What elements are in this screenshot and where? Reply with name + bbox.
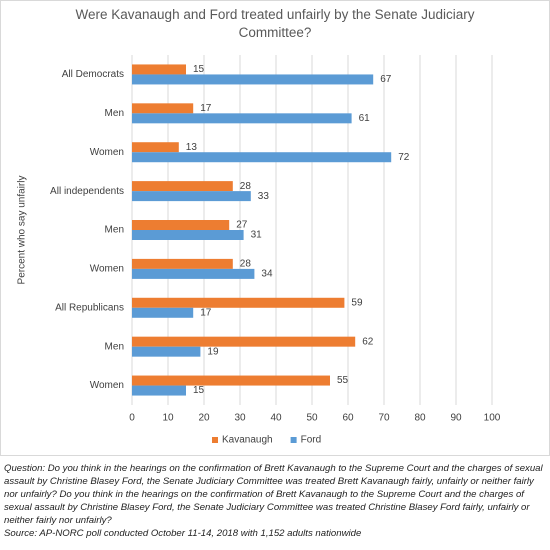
y-tick-label: Men xyxy=(105,341,124,352)
data-label: 33 xyxy=(258,191,270,202)
bar xyxy=(132,297,345,308)
data-label: 72 xyxy=(398,152,410,163)
y-tick-label: Women xyxy=(90,147,124,158)
x-tick-label: 10 xyxy=(162,413,174,424)
data-label: 13 xyxy=(186,142,198,153)
chart-title: Were Kavanaugh and Ford treated unfairly… xyxy=(75,7,475,40)
data-label: 17 xyxy=(200,103,212,114)
bar xyxy=(132,307,194,318)
data-label: 19 xyxy=(207,346,219,357)
data-label: 15 xyxy=(193,385,205,396)
x-tick-label: 30 xyxy=(234,413,246,424)
bar xyxy=(132,181,233,192)
y-tick-label: Women xyxy=(90,380,124,391)
bar xyxy=(132,191,251,202)
x-tick-label: 50 xyxy=(306,413,318,424)
bar xyxy=(132,268,255,279)
x-tick-label: 40 xyxy=(270,413,282,424)
y-tick-label: Men xyxy=(105,108,124,119)
data-label: 67 xyxy=(380,74,392,85)
data-label: 15 xyxy=(193,64,205,75)
data-label: 59 xyxy=(351,297,363,308)
data-label: 27 xyxy=(236,220,248,231)
chart: Percent who say unfairly 0 10 20 30 40 50 60 70… xyxy=(0,0,550,456)
y-tick-label: All Democrats xyxy=(62,69,124,80)
question: Question: Do you think in the hearings o… xyxy=(4,463,543,526)
bar xyxy=(132,113,352,124)
legend-swatch xyxy=(290,437,297,443)
data-label: 28 xyxy=(240,259,252,270)
bar xyxy=(132,375,330,386)
data-label: 55 xyxy=(337,375,349,386)
data-label: 17 xyxy=(200,307,212,318)
x-tick-label: 0 xyxy=(129,413,135,424)
x-tick-label: 60 xyxy=(342,413,354,424)
source: Source: AP-NORC poll conducted October 1… xyxy=(4,528,362,539)
bar xyxy=(132,74,374,85)
bar xyxy=(132,220,230,230)
x-tick-label: 70 xyxy=(378,413,390,424)
x-tick-label: 100 xyxy=(484,413,501,424)
bar xyxy=(132,258,233,269)
bar xyxy=(132,64,186,75)
data-label: 28 xyxy=(240,181,252,192)
bar xyxy=(132,142,179,153)
bar xyxy=(132,385,186,396)
bar xyxy=(132,152,392,163)
bar xyxy=(132,346,201,357)
data-label: 34 xyxy=(261,269,273,280)
legend-label: Ford xyxy=(301,435,322,446)
y-tick-label: Women xyxy=(90,264,124,275)
bar xyxy=(132,103,194,114)
legend-swatch xyxy=(212,437,218,443)
legend-label: Kavanaugh xyxy=(222,435,273,446)
y-axis-title: Percent who say unfairly xyxy=(17,176,28,285)
y-tick-label: Men xyxy=(105,225,124,236)
x-tick-label: 20 xyxy=(198,413,210,424)
bar xyxy=(132,336,356,347)
x-tick-label: 80 xyxy=(414,413,426,424)
y-tick-label: All Republicans xyxy=(55,302,124,313)
data-label: 31 xyxy=(251,230,263,241)
x-tick-label: 90 xyxy=(450,413,462,424)
data-label: 62 xyxy=(362,336,374,347)
y-tick-label: All independents xyxy=(50,186,124,197)
bar xyxy=(132,230,244,240)
footnote: Question: Do you think in the hearings o… xyxy=(4,462,546,540)
data-label: 61 xyxy=(359,113,371,124)
